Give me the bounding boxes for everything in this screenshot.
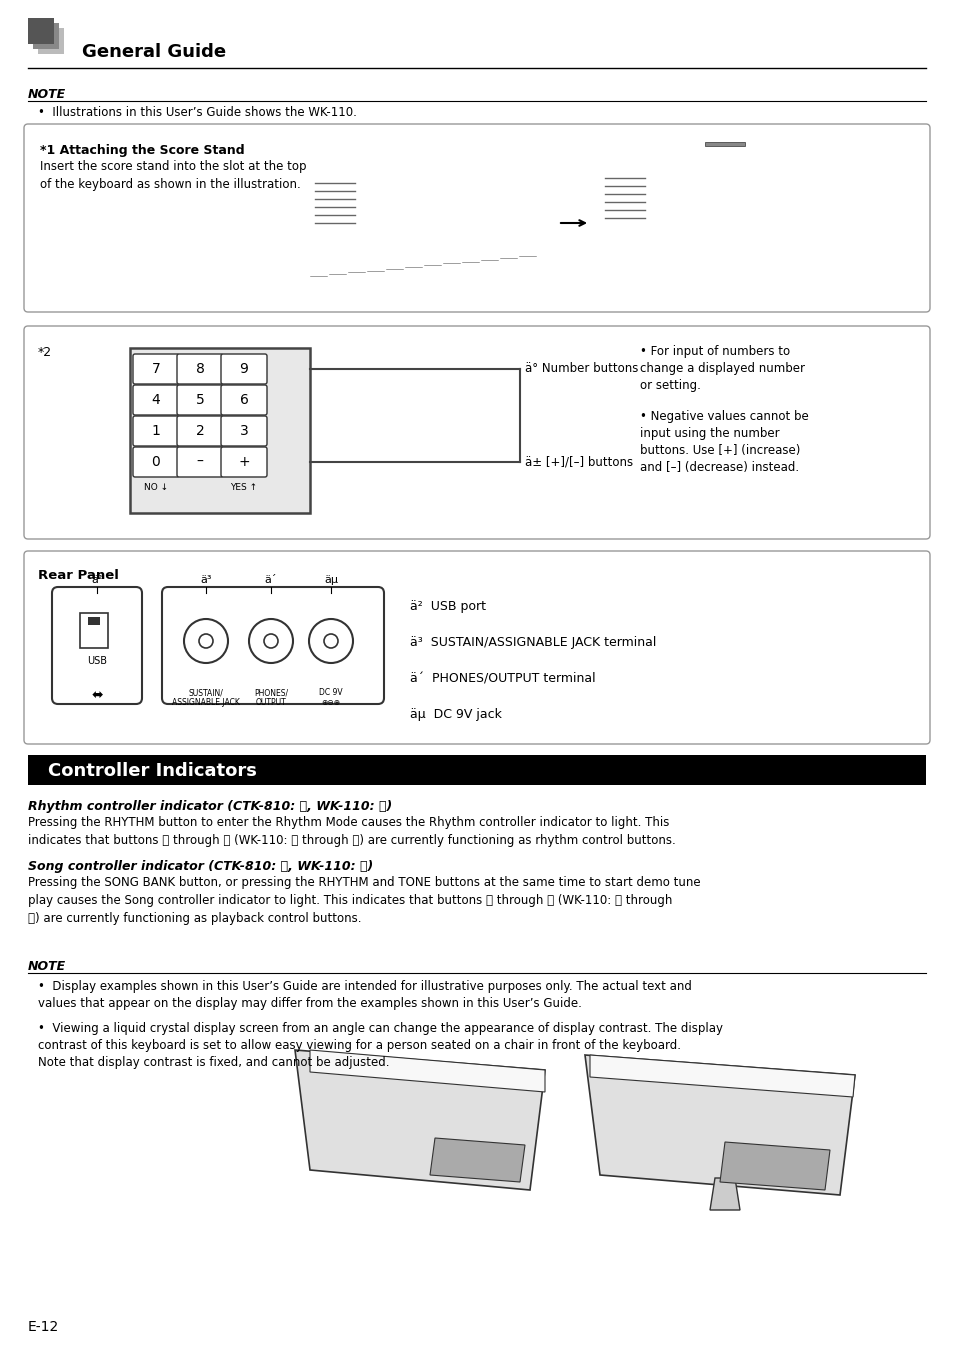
Text: ä³  SUSTAIN/ASSIGNABLE JACK terminal: ä³ SUSTAIN/ASSIGNABLE JACK terminal [410, 636, 656, 648]
Text: •  Display examples shown in this User’s Guide are intended for illustrative pur: • Display examples shown in this User’s … [38, 980, 691, 1010]
Text: NOTE: NOTE [28, 960, 66, 973]
FancyBboxPatch shape [177, 386, 223, 415]
Text: 2: 2 [195, 425, 204, 438]
Text: • Negative values cannot be
input using the number
buttons. Use [+] (increase)
a: • Negative values cannot be input using … [639, 410, 808, 474]
Text: *1 Attaching the Score Stand: *1 Attaching the Score Stand [40, 144, 244, 156]
Text: General Guide: General Guide [82, 43, 226, 61]
Text: 7: 7 [152, 363, 160, 376]
Text: 8: 8 [195, 363, 204, 376]
Text: ä´  PHONES/OUTPUT terminal: ä´ PHONES/OUTPUT terminal [410, 673, 595, 685]
Text: •  Illustrations in this User’s Guide shows the WK-110.: • Illustrations in this User’s Guide sho… [38, 106, 356, 119]
Text: äµ: äµ [324, 576, 337, 585]
Polygon shape [584, 1055, 854, 1194]
Text: ä± [+]/[–] buttons: ä± [+]/[–] buttons [524, 456, 633, 469]
FancyBboxPatch shape [24, 124, 929, 311]
Bar [704, 142, 744, 146]
Text: Pressing the RHYTHM button to enter the Rhythm Mode causes the Rhythm controller: Pressing the RHYTHM button to enter the … [28, 816, 675, 847]
FancyBboxPatch shape [24, 326, 929, 539]
Text: ä³: ä³ [200, 576, 212, 585]
Text: *2: *2 [38, 346, 52, 359]
Text: NOTE: NOTE [28, 88, 66, 101]
Text: 5: 5 [195, 394, 204, 407]
FancyBboxPatch shape [132, 448, 179, 477]
Text: Pressing the SONG BANK button, or pressing the RHYTHM and TONE buttons at the sa: Pressing the SONG BANK button, or pressi… [28, 876, 700, 925]
Text: YES ↑: YES ↑ [231, 483, 257, 492]
Text: 9: 9 [239, 363, 248, 376]
Text: •  Viewing a liquid crystal display screen from an angle can change the appearan: • Viewing a liquid crystal display scree… [38, 1022, 722, 1069]
FancyBboxPatch shape [162, 586, 384, 704]
Text: 6: 6 [239, 394, 248, 407]
Polygon shape [310, 1050, 544, 1092]
FancyBboxPatch shape [52, 586, 142, 704]
Circle shape [264, 634, 277, 648]
Polygon shape [430, 1138, 524, 1182]
Text: ä²: ä² [91, 576, 103, 585]
FancyBboxPatch shape [132, 386, 179, 415]
FancyBboxPatch shape [221, 355, 267, 384]
Bar [28, 755, 925, 785]
Text: ä´: ä´ [265, 576, 277, 585]
Text: SUSTAIN/
ASSIGNABLE JACK: SUSTAIN/ ASSIGNABLE JACK [172, 687, 240, 708]
Text: –: – [196, 456, 203, 469]
Text: Rhythm controller indicator (CTK-810: ⓡ, WK-110: ⓥ): Rhythm controller indicator (CTK-810: ⓡ,… [28, 799, 392, 813]
FancyBboxPatch shape [221, 386, 267, 415]
Bar [38, 28, 64, 54]
Text: 4: 4 [152, 394, 160, 407]
Circle shape [324, 634, 337, 648]
Text: Song controller indicator (CTK-810: ⓠ, WK-110: ⓧ): Song controller indicator (CTK-810: ⓠ, W… [28, 860, 373, 874]
Text: 3: 3 [239, 425, 248, 438]
Text: +: + [238, 456, 250, 469]
Text: ä° Number buttons: ä° Number buttons [524, 363, 638, 376]
Polygon shape [720, 1142, 829, 1190]
Bar [33, 23, 59, 49]
Text: Controller Indicators: Controller Indicators [48, 762, 256, 780]
Text: ⬌: ⬌ [91, 687, 103, 702]
FancyBboxPatch shape [177, 355, 223, 384]
Circle shape [309, 619, 353, 663]
Bar [130, 348, 310, 514]
Text: ä²  USB port: ä² USB port [410, 600, 485, 613]
Circle shape [184, 619, 228, 663]
Text: E-12: E-12 [28, 1320, 59, 1335]
Text: 1: 1 [152, 425, 160, 438]
Text: • For input of numbers to
change a displayed number
or setting.: • For input of numbers to change a displ… [639, 345, 804, 392]
Polygon shape [294, 1050, 544, 1190]
Text: USB: USB [87, 656, 107, 666]
FancyBboxPatch shape [221, 417, 267, 446]
FancyBboxPatch shape [177, 417, 223, 446]
Bar [80, 613, 108, 648]
FancyBboxPatch shape [177, 448, 223, 477]
Text: Rear Panel: Rear Panel [38, 569, 119, 582]
FancyBboxPatch shape [132, 355, 179, 384]
Polygon shape [709, 1178, 740, 1211]
FancyBboxPatch shape [132, 417, 179, 446]
FancyBboxPatch shape [24, 551, 929, 744]
Circle shape [249, 619, 293, 663]
Circle shape [199, 634, 213, 648]
Text: PHONES/
OUTPUT: PHONES/ OUTPUT [253, 687, 288, 708]
Text: Insert the score stand into the slot at the top
of the keyboard as shown in the : Insert the score stand into the slot at … [40, 160, 306, 191]
Bar [28, 18, 54, 44]
Text: äµ  DC 9V jack: äµ DC 9V jack [410, 708, 501, 721]
Text: 0: 0 [152, 456, 160, 469]
FancyBboxPatch shape [221, 448, 267, 477]
Text: DC 9V
⊕⊖⊕: DC 9V ⊕⊖⊕ [319, 687, 342, 708]
Text: NO ↓: NO ↓ [144, 483, 168, 492]
Bar [88, 617, 100, 625]
Polygon shape [589, 1055, 854, 1097]
